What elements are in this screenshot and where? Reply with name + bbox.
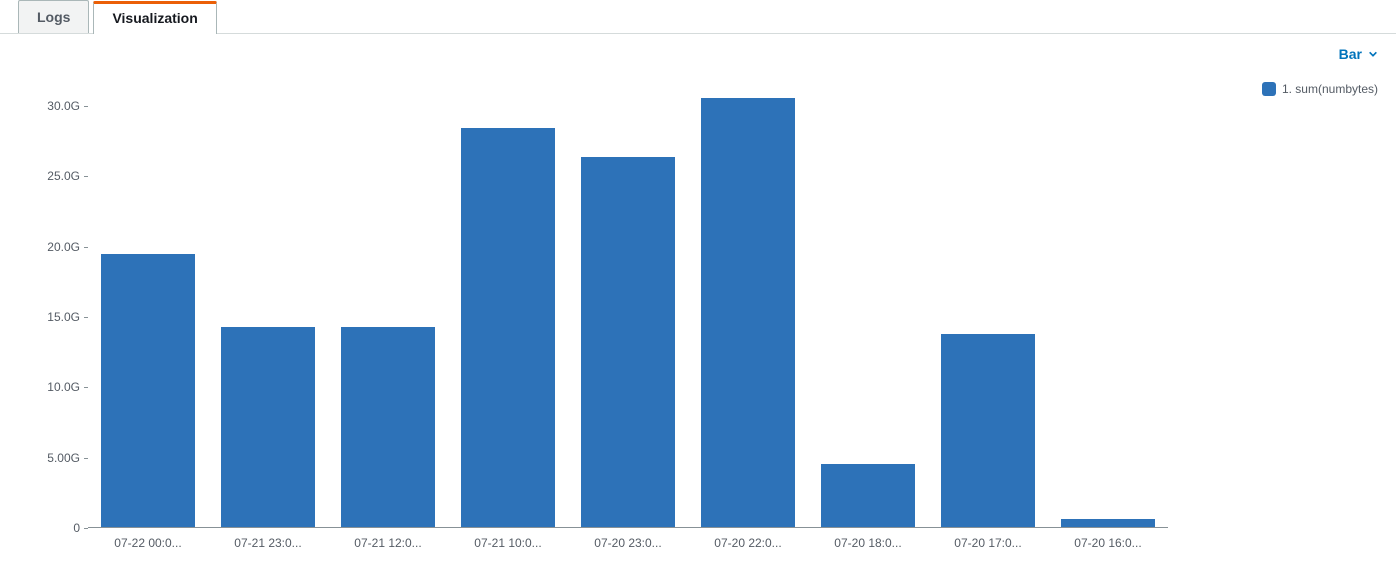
- x-tick-label: 07-20 17:0...: [928, 536, 1048, 550]
- y-tick-label: 10.0G: [18, 380, 88, 394]
- y-tick-label: 20.0G: [18, 240, 88, 254]
- chart-type-dropdown[interactable]: Bar: [1339, 46, 1378, 62]
- visualization-panel: Bar 1. sum(numbytes) 0 5.00G 10.0G 15.0G 20.…: [0, 34, 1396, 568]
- x-tick-label: 07-22 00:0...: [88, 536, 208, 550]
- bar[interactable]: [1061, 78, 1155, 527]
- bar-rect: [1061, 519, 1155, 527]
- tab-logs-label: Logs: [37, 9, 70, 25]
- y-tick-mark: [84, 106, 88, 107]
- y-tick-label: 0: [18, 521, 88, 535]
- bar-rect: [701, 98, 795, 527]
- bar-rect: [341, 327, 435, 527]
- x-tick-label: 07-20 18:0...: [808, 536, 928, 550]
- bar[interactable]: [821, 78, 915, 527]
- tab-logs[interactable]: Logs: [18, 0, 89, 33]
- bar-rect: [461, 128, 555, 527]
- bar[interactable]: [701, 78, 795, 527]
- y-tick-label: 5.00G: [18, 451, 88, 465]
- bar-rect: [221, 327, 315, 527]
- x-tick-label: 07-21 23:0...: [208, 536, 328, 550]
- tab-visualization-label: Visualization: [112, 10, 197, 26]
- bar[interactable]: [221, 78, 315, 527]
- bar[interactable]: [941, 78, 1035, 527]
- chart-controls: Bar 1. sum(numbytes): [1262, 46, 1378, 96]
- chart-legend: 1. sum(numbytes): [1262, 82, 1378, 96]
- chart-area: 0 5.00G 10.0G 15.0G 20.0G 25.0G 30.0G 07-22 00:…: [18, 58, 1268, 568]
- x-tick-label: 07-21 10:0...: [448, 536, 568, 550]
- plot-region: [88, 78, 1168, 528]
- y-tick-mark: [84, 247, 88, 248]
- tabs: Logs Visualization: [0, 0, 1396, 34]
- y-tick-mark: [84, 528, 88, 529]
- y-tick-mark: [84, 387, 88, 388]
- x-tick-label: 07-20 23:0...: [568, 536, 688, 550]
- bar[interactable]: [341, 78, 435, 527]
- y-tick-label: 30.0G: [18, 99, 88, 113]
- y-tick-label: 15.0G: [18, 310, 88, 324]
- bar[interactable]: [461, 78, 555, 527]
- bar-rect: [941, 334, 1035, 527]
- x-tick-label: 07-20 16:0...: [1048, 536, 1168, 550]
- y-tick-label: 25.0G: [18, 169, 88, 183]
- bar-rect: [581, 157, 675, 527]
- y-tick-mark: [84, 458, 88, 459]
- x-tick-label: 07-20 22:0...: [688, 536, 808, 550]
- bar-rect: [101, 254, 195, 527]
- y-tick-mark: [84, 176, 88, 177]
- bar-rect: [821, 464, 915, 527]
- bar[interactable]: [101, 78, 195, 527]
- y-tick-mark: [84, 317, 88, 318]
- x-tick-label: 07-21 12:0...: [328, 536, 448, 550]
- tab-visualization[interactable]: Visualization: [93, 1, 216, 34]
- bar[interactable]: [581, 78, 675, 527]
- legend-item-label: 1. sum(numbytes): [1282, 82, 1378, 96]
- chevron-down-icon: [1368, 46, 1378, 62]
- chart-type-label: Bar: [1339, 46, 1362, 62]
